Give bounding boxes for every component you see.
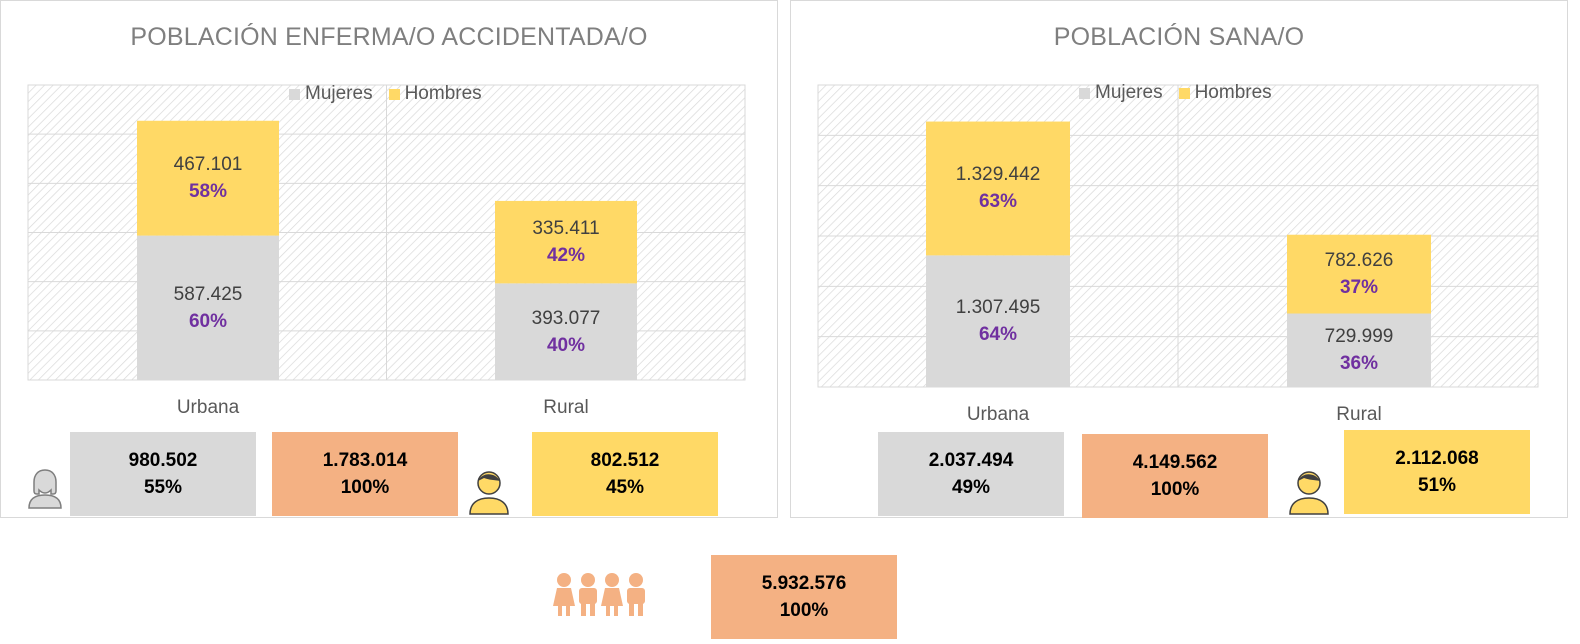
bar-percent: 60%: [188, 310, 228, 332]
family-icon: [553, 573, 645, 616]
total-value: 1.783.014: [322, 450, 408, 471]
legend-swatch-hombres: [388, 88, 400, 100]
chart-legend: Mujeres Hombres: [1079, 82, 1272, 104]
bar-label-mujeres-rural: 393.077 40%: [495, 305, 637, 359]
bar-value: 393.077: [531, 307, 601, 329]
female-icon: [28, 469, 62, 509]
male-icon: [469, 471, 509, 515]
bar-percent: 37%: [1339, 277, 1379, 299]
legend-swatch-hombres: [1178, 87, 1190, 99]
total-hombres-value: 2.112.068: [1395, 448, 1479, 469]
legend-item-hombres: Hombres: [1178, 82, 1272, 104]
bar-label-mujeres-urbana: 1.307.495 64%: [926, 294, 1070, 348]
total-box: 1.783.014 100%: [272, 432, 458, 516]
chart-panel-enferma: POBLACIÓN ENFERMA/O ACCIDENTADA/O 587.42…: [0, 0, 778, 518]
legend-item-hombres: Hombres: [388, 83, 482, 105]
total-mujeres-pct: 55%: [143, 477, 183, 498]
bar-value: 467.101: [173, 154, 243, 176]
chart-plot-sana: [817, 84, 1539, 388]
total-mujeres-value: 2.037.494: [928, 450, 1014, 471]
bar-label-hombres-urbana: 467.101 58%: [137, 151, 279, 205]
bar-percent: 58%: [188, 181, 228, 203]
category-label-urbana: Urbana: [966, 404, 1030, 425]
bar-label-hombres-rural: 335.411 42%: [495, 215, 637, 269]
male-icon: [1289, 471, 1329, 515]
bar-percent: 64%: [978, 324, 1018, 346]
bar-percent: 42%: [546, 245, 586, 267]
total-value: 4.149.562: [1132, 452, 1218, 473]
bar-percent: 63%: [978, 191, 1018, 213]
chart-title: POBLACIÓN SANA/O: [1053, 23, 1305, 51]
bar-hombres-urbana: [926, 121, 1070, 256]
bar-hombres-rural: [495, 200, 637, 284]
total-mujeres-box: 2.037.494 49%: [878, 432, 1064, 516]
bar-hombres-urbana: [137, 120, 279, 236]
bar-value: 1.307.495: [955, 297, 1041, 319]
total-hombres-pct: 51%: [1417, 475, 1457, 496]
category-label-urbana: Urbana: [176, 397, 240, 418]
chart-legend: Mujeres Hombres: [289, 83, 482, 105]
bar-mujeres-rural: [495, 283, 637, 380]
total-pct: 100%: [1150, 479, 1200, 500]
legend-swatch-mujeres: [289, 88, 300, 100]
chart-title: POBLACIÓN ENFERMA/O ACCIDENTADA/O: [130, 23, 648, 51]
bar-label-hombres-rural: 782.626 37%: [1287, 247, 1431, 301]
bar-value: 782.626: [1324, 250, 1394, 272]
bar-percent: 36%: [1339, 353, 1379, 375]
legend-item-mujeres: Mujeres: [1079, 82, 1163, 104]
category-label-rural: Rural: [543, 397, 589, 418]
bar-value: 1.329.442: [955, 164, 1041, 186]
bar-label-hombres-urbana: 1.329.442 63%: [926, 161, 1070, 215]
total-mujeres-pct: 49%: [951, 477, 991, 498]
total-pct: 100%: [340, 477, 390, 498]
bar-mujeres-rural: [1287, 313, 1431, 387]
grand-total-pct: 100%: [779, 600, 829, 621]
grand-total-value: 5.932.576: [761, 573, 847, 594]
legend-label-mujeres: Mujeres: [1095, 82, 1163, 103]
total-box: 4.149.562 100%: [1082, 434, 1268, 518]
total-hombres-box: 802.512 45%: [532, 432, 718, 516]
total-hombres-box: 2.112.068 51%: [1344, 430, 1530, 514]
legend-label-mujeres: Mujeres: [305, 83, 373, 104]
total-hombres-pct: 45%: [605, 477, 645, 498]
legend-swatch-mujeres: [1079, 87, 1090, 99]
bar-value: 587.425: [173, 283, 243, 305]
bar-hombres-rural: [1287, 234, 1431, 314]
bar-value: 335.411: [532, 218, 600, 240]
legend-item-mujeres: Mujeres: [289, 83, 373, 105]
bar-label-mujeres-rural: 729.999 36%: [1287, 323, 1431, 377]
bar-mujeres-urbana: [926, 255, 1070, 387]
legend-label-hombres: Hombres: [1194, 82, 1272, 103]
bar-mujeres-urbana: [137, 235, 279, 380]
category-label-rural: Rural: [1336, 404, 1382, 425]
total-mujeres-box: 980.502 55%: [70, 432, 256, 516]
total-mujeres-value: 980.502: [128, 450, 198, 471]
chart-plot-enferma: [27, 84, 746, 381]
bar-percent: 40%: [546, 334, 586, 356]
chart-panel-sana: POBLACIÓN SANA/O 1.307.495 64% 1.329.442 63…: [790, 0, 1568, 518]
bar-label-mujeres-urbana: 587.425 60%: [137, 281, 279, 335]
bar-value: 729.999: [1324, 326, 1394, 348]
total-hombres-value: 802.512: [590, 450, 660, 471]
legend-label-hombres: Hombres: [404, 83, 482, 104]
grand-total-box: 5.932.576 100%: [711, 555, 897, 639]
